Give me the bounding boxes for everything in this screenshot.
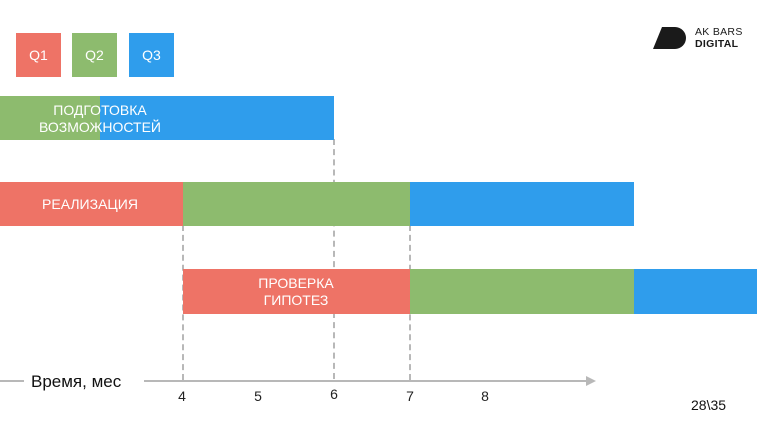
- row-label-preparation-line-2: ВОЗМОЖНОСТЕЙ: [39, 119, 161, 135]
- bar-preparation-q3: [100, 96, 334, 140]
- axis-tick-5: 5: [254, 388, 262, 404]
- legend-q1: Q1: [16, 33, 61, 77]
- axis-label: Время, мес: [31, 372, 122, 391]
- company-logo: AK BARS DIGITAL: [653, 25, 753, 51]
- row-label-preparation-line-1: ПОДГОТОВКА: [53, 102, 147, 118]
- axis-arrow-icon: [586, 376, 596, 386]
- axis-tick-7: 7: [406, 388, 414, 404]
- legend-q2: Q2: [72, 33, 117, 77]
- row-label-implementation-line-1: РЕАЛИЗАЦИЯ: [42, 196, 138, 212]
- axis-tick-6: 6: [330, 386, 338, 402]
- page-number: 28\35: [691, 397, 727, 413]
- bar-implementation-q3: [410, 182, 634, 226]
- legend-q3-label: Q3: [142, 47, 161, 63]
- legend-q1-label: Q1: [29, 47, 48, 63]
- row-label-hypotheses-line-2: ГИПОТЕЗ: [263, 292, 329, 308]
- bar-hypotheses-q1: [183, 269, 410, 314]
- guide-line-month-6: [333, 139, 335, 379]
- axis-tick-8: 8: [481, 388, 489, 404]
- legend-q2-label: Q2: [85, 47, 104, 63]
- legend-q3: Q3: [129, 33, 174, 77]
- axis-line-left: [0, 380, 24, 382]
- row-label-implementation: РЕАЛИЗАЦИЯ: [22, 196, 158, 213]
- bar-preparation-q2: [0, 96, 100, 140]
- row-label-hypotheses: ПРОВЕРКА ГИПОТЕЗ: [196, 275, 396, 309]
- axis-line: [144, 380, 588, 382]
- bar-implementation-q1: [0, 182, 183, 226]
- axis-tick-4: 4: [178, 388, 186, 404]
- bar-implementation-q2: [183, 182, 410, 226]
- bar-hypotheses-q2: [410, 269, 634, 314]
- logo-line-1: AK BARS: [695, 26, 743, 38]
- bar-hypotheses-q3: [634, 269, 757, 314]
- ak-bars-logo-icon: [653, 27, 686, 49]
- logo-line-2: DIGITAL: [695, 38, 739, 50]
- row-label-hypotheses-line-1: ПРОВЕРКА: [258, 275, 334, 291]
- row-label-preparation: ПОДГОТОВКА ВОЗМОЖНОСТЕЙ: [20, 102, 180, 136]
